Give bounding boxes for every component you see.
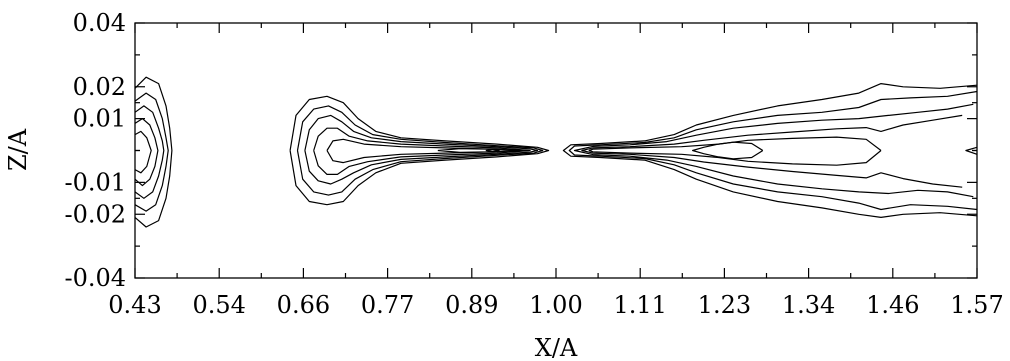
center-right-plume-contour-1: [568, 90, 978, 211]
center-right-plume-contour-2: [573, 103, 974, 198]
tick-labels: 0.43 0.54 0.66 0.77 0.89 1.00 1.11 1.23 1.34 1.46…: [64, 9, 1003, 319]
left-edge-lobe-contour-1: [134, 92, 169, 212]
center-left-plume-contour-6: [485, 148, 500, 153]
y-tick-label: 0.02: [73, 73, 126, 101]
left-edge-lobe-contour-2: [134, 105, 165, 199]
center-right-plume-contour-0: [562, 82, 978, 218]
center-left-plume-contour-0: [289, 95, 550, 206]
x-tick-label: 0.89: [445, 291, 498, 319]
x-tick-label: 1.57: [950, 291, 1003, 319]
y-tick-label: -0.01: [64, 168, 126, 196]
x-tick-label: 1.34: [782, 291, 835, 319]
center-left-plume-contour-3: [313, 127, 531, 175]
x-tick-label: 0.54: [192, 291, 245, 319]
x-tick-label: 1.46: [866, 291, 919, 319]
contour-lines: [134, 76, 978, 228]
x-tick-label: 0.66: [277, 291, 330, 319]
center-right-plume-contour-3: [581, 114, 963, 188]
left-edge-lobe-contour-3: [134, 117, 159, 187]
center-right-plume-contour-5: [691, 141, 764, 160]
x-tick-label: 1.23: [698, 291, 751, 319]
center-right-plume-contour-6: [965, 146, 978, 155]
x-axis-title: X/A: [535, 334, 578, 361]
x-tick-label: 0.43: [108, 291, 161, 319]
y-axis-title: Z/A: [4, 128, 32, 171]
center-left-plume-contour-1: [296, 105, 544, 196]
plot-frame: [134, 22, 978, 279]
x-tick-label: 1.11: [613, 291, 666, 319]
y-tick-label: 0.01: [73, 105, 126, 133]
center-left-plume-contour-2: [304, 114, 539, 185]
center-left-plume-contour-5: [437, 148, 513, 153]
center-left-plume-contour-4: [326, 138, 524, 164]
left-edge-lobe-contour-0: [134, 76, 173, 228]
x-tick-label: 0.77: [361, 291, 414, 319]
center-right-plume-contour-4: [588, 136, 882, 166]
axis-ticks: [134, 22, 978, 279]
y-tick-label: -0.04: [64, 264, 126, 292]
y-tick-label: 0.04: [73, 9, 126, 37]
x-tick-label: 1.00: [529, 291, 582, 319]
left-edge-lobe-contour-4: [134, 130, 152, 174]
y-tick-label: -0.02: [64, 200, 126, 228]
